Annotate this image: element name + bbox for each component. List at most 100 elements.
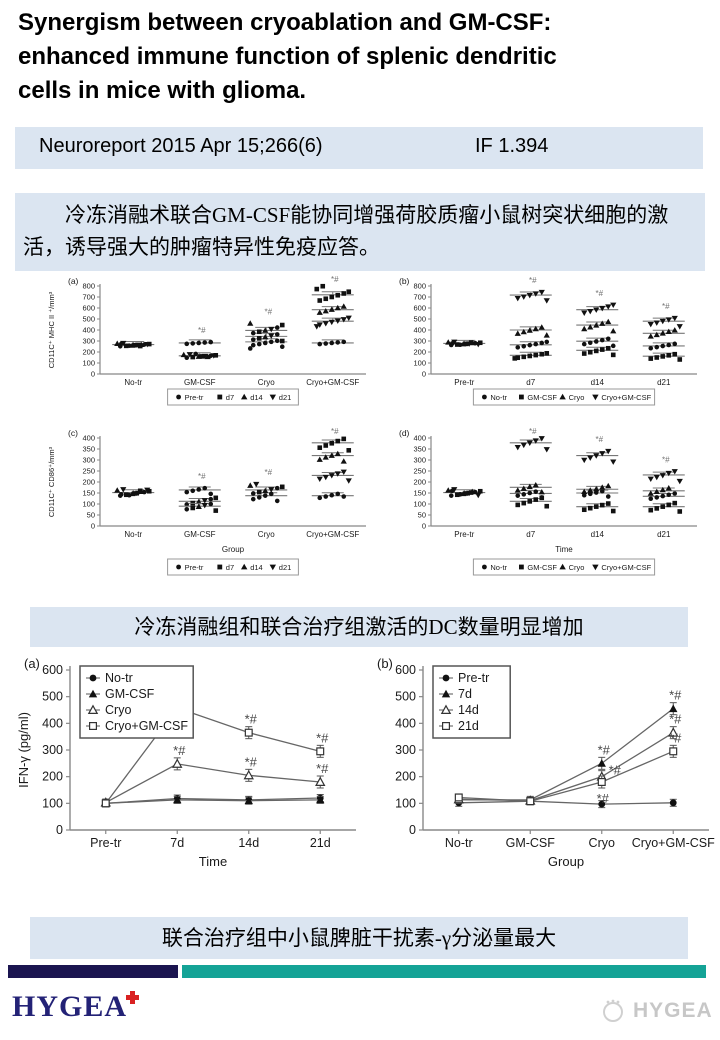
svg-text:d7: d7 [526,378,535,387]
svg-text:150: 150 [82,489,95,498]
svg-text:*#: *# [198,326,206,335]
paper-title-line1: Synergism between cryoablation and GM-CS… [18,9,552,36]
svg-text:14d: 14d [458,703,479,717]
svg-text:Pre-tr: Pre-tr [185,563,204,572]
svg-text:No-tr: No-tr [490,563,507,572]
svg-text:7d: 7d [458,687,472,701]
svg-text:700: 700 [82,293,95,302]
svg-text:50: 50 [418,511,426,520]
svg-text:21d: 21d [310,836,331,850]
svg-text:No-tr: No-tr [490,393,507,402]
svg-text:Cryo+GM-CSF: Cryo+GM-CSF [601,563,651,572]
red-cross-icon [126,991,140,1004]
svg-text:Cryo: Cryo [589,836,615,850]
svg-text:IFN-γ (pg/ml): IFN-γ (pg/ml) [16,712,31,788]
svg-text:600: 600 [395,663,416,677]
svg-text:GM-CSF: GM-CSF [184,530,216,539]
svg-text:GM-CSF: GM-CSF [527,563,557,572]
svg-text:*#: *# [198,472,206,481]
svg-text:No-tr: No-tr [445,836,473,850]
svg-text:(c): (c) [68,428,78,438]
svg-text:100: 100 [82,359,95,368]
svg-text:300: 300 [42,743,63,757]
svg-text:GM-CSF: GM-CSF [527,393,557,402]
svg-text:*#: *# [609,763,622,778]
svg-text:400: 400 [42,716,63,730]
svg-text:*#: *# [529,276,537,285]
svg-text:*#: *# [331,275,339,284]
svg-text:*#: *# [316,761,329,776]
paper-title-line2: enhanced immune function of splenic dend… [18,43,557,71]
svg-text:GM-CSF: GM-CSF [506,836,556,850]
journal-citation: Neuroreport 2015 Apr 15;266(6) [39,135,323,157]
svg-text:100: 100 [42,796,63,810]
svg-text:200: 200 [413,348,426,357]
svg-text:500: 500 [395,690,416,704]
svg-text:300: 300 [82,337,95,346]
svg-text:d21: d21 [657,378,671,387]
svg-text:600: 600 [42,663,63,677]
svg-text:150: 150 [413,489,426,498]
svg-text:d14: d14 [250,563,263,572]
svg-text:d21: d21 [279,393,292,402]
svg-text:*#: *# [598,742,611,757]
svg-text:*#: *# [669,730,682,745]
svg-text:100: 100 [395,796,416,810]
svg-text:0: 0 [422,370,426,379]
svg-text:600: 600 [413,304,426,313]
hygea-logo-text: HYGEA [12,990,128,1023]
svg-text:200: 200 [82,348,95,357]
svg-text:400: 400 [395,716,416,730]
impact-factor: IF 1.394 [475,135,549,157]
svg-text:(b): (b) [377,656,393,671]
svg-text:14d: 14d [238,836,259,850]
svg-text:*#: *# [662,455,670,464]
svg-text:21d: 21d [458,719,479,733]
svg-text:800: 800 [82,282,95,291]
svg-text:350: 350 [82,445,95,454]
svg-text:GM-CSF: GM-CSF [184,378,216,387]
svg-text:(d): (d) [399,428,410,438]
line-panel-b: (b) 0 100 200 300 400 500 600 No-tr GM-CSF Cryo Cry… [365,652,718,884]
svg-text:No-tr: No-tr [105,671,133,685]
svg-text:No-tr: No-tr [124,378,142,387]
svg-text:d14: d14 [591,530,605,539]
svg-text:*#: *# [331,427,339,436]
svg-text:d7: d7 [526,530,535,539]
svg-text:d14: d14 [591,378,605,387]
svg-text:0: 0 [422,522,426,531]
svg-text:0: 0 [56,823,63,837]
svg-text:400: 400 [82,434,95,443]
svg-text:0: 0 [91,370,95,379]
svg-text:*#: *# [245,754,258,769]
svg-text:(b): (b) [399,276,410,286]
svg-text:700: 700 [413,293,426,302]
svg-text:200: 200 [82,478,95,487]
svg-text:600: 600 [82,304,95,313]
watermark-text: HYGEA [633,999,713,1022]
line-panel-a: (a) IFN-γ (pg/ml) 0 100 200 300 400 500 600 Pre-t… [12,652,365,884]
svg-text:No-tr: No-tr [124,530,142,539]
svg-text:*#: *# [662,302,670,311]
svg-text:*#: *# [669,712,682,727]
svg-text:500: 500 [82,315,95,324]
svg-text:Time: Time [555,545,573,554]
hygea-logo: HYGEA [12,990,140,1024]
svg-text:Group: Group [548,854,584,869]
svg-text:50: 50 [87,511,95,520]
paper-title: Synergism between cryoablation and GM-CS… [18,6,708,108]
scatter-panel-d: (d) 0 50 100 150 200 250 300 350 400 Pre-tr d7 *# d14… [373,426,704,596]
journal-info-bar: Neuroreport 2015 Apr 15;266(6) IF 1.394 [15,127,703,169]
svg-text:300: 300 [395,743,416,757]
svg-text:Pre-tr: Pre-tr [458,671,489,685]
svg-text:7d: 7d [170,836,184,850]
caption-ifn-max: 联合治疗组中小鼠脾脏干扰素-γ分泌量最大 [30,917,688,959]
svg-text:500: 500 [413,315,426,324]
svg-text:200: 200 [395,770,416,784]
svg-text:CD11C⁺ MHC II ⁺/mm³: CD11C⁺ MHC II ⁺/mm³ [47,291,56,368]
svg-text:Cryo: Cryo [258,530,275,539]
svg-text:*#: *# [669,688,682,703]
svg-text:Group: Group [222,545,245,554]
scatter-panel-b: (b) 0 100 200 300 400 500 600 700 800 Pre-tr d7 *# d1… [373,274,704,426]
svg-text:350: 350 [413,445,426,454]
